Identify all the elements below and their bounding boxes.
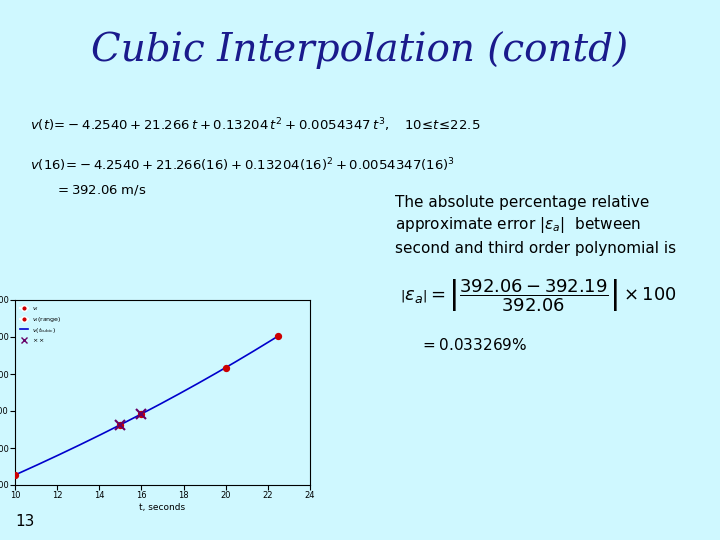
Text: second and third order polynomial is: second and third order polynomial is bbox=[395, 240, 676, 255]
Point bbox=[135, 410, 147, 418]
Point bbox=[114, 421, 126, 429]
Text: $=392.06\;\mathrm{m/s}$: $=392.06\;\mathrm{m/s}$ bbox=[55, 183, 147, 197]
Text: $v(t)\!=\!-4.2540+21.266\,t+0.13204\,t^2+0.0054347\,t^3,$$\quad 10\!\leq\! t\!\l: $v(t)\!=\!-4.2540+21.266\,t+0.13204\,t^2… bbox=[30, 116, 480, 134]
Text: $v(16)\!=\!-4.2540+21.266(16)+0.13204(16)^2+0.0054347(16)^3$: $v(16)\!=\!-4.2540+21.266(16)+0.13204(16… bbox=[30, 156, 455, 174]
Text: $\left|\varepsilon_a\right| = \left|\dfrac{392.06-392.19}{392.06}\right|\times10: $\left|\varepsilon_a\right| = \left|\dfr… bbox=[400, 277, 677, 313]
Point bbox=[273, 332, 284, 340]
Text: $=0.033269\%$: $=0.033269\%$ bbox=[420, 337, 527, 353]
Text: approximate error $|\varepsilon_a|$  between: approximate error $|\varepsilon_a|$ betw… bbox=[395, 215, 642, 235]
Legend: $v_i$, $v_i$(range), $v(t_{\rm cubic})$, $\times\times$: $v_i$, $v_i$(range), $v(t_{\rm cubic})$,… bbox=[18, 303, 64, 346]
Text: Cubic Interpolation (contd): Cubic Interpolation (contd) bbox=[91, 31, 629, 69]
Point bbox=[220, 363, 231, 372]
X-axis label: t, seconds: t, seconds bbox=[140, 503, 186, 512]
Point bbox=[9, 471, 21, 480]
Text: 13: 13 bbox=[15, 515, 35, 530]
Text: The absolute percentage relative: The absolute percentage relative bbox=[395, 194, 649, 210]
